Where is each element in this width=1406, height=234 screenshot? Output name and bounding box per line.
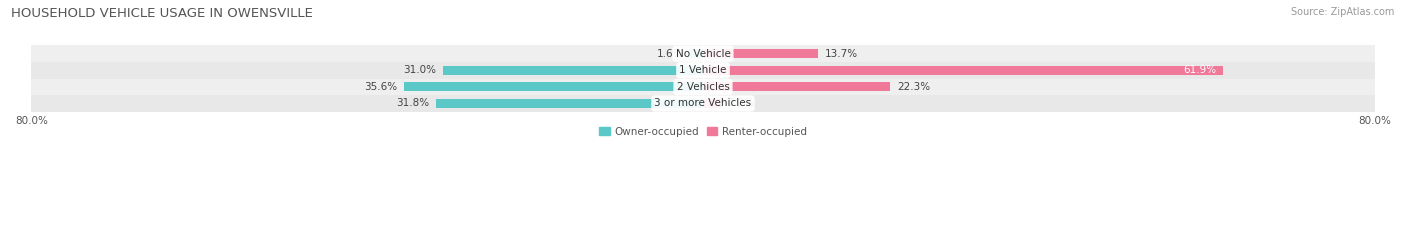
Text: 31.0%: 31.0% [404,65,436,75]
Text: 31.8%: 31.8% [396,99,429,109]
Bar [31,79,1375,95]
Text: 2.2%: 2.2% [728,99,755,109]
Text: 61.9%: 61.9% [1182,65,1216,75]
Bar [703,49,818,58]
Bar [689,49,703,58]
Bar [703,99,721,108]
Text: 35.6%: 35.6% [364,82,398,92]
Text: 13.7%: 13.7% [825,49,858,59]
Bar [31,95,1375,112]
Text: 1.6%: 1.6% [657,49,683,59]
Bar [31,45,1375,62]
Text: HOUSEHOLD VEHICLE USAGE IN OWENSVILLE: HOUSEHOLD VEHICLE USAGE IN OWENSVILLE [11,7,314,20]
Legend: Owner-occupied, Renter-occupied: Owner-occupied, Renter-occupied [595,123,811,141]
Text: 3 or more Vehicles: 3 or more Vehicles [654,99,752,109]
Bar [404,82,703,91]
Text: Source: ZipAtlas.com: Source: ZipAtlas.com [1291,7,1395,17]
Text: 22.3%: 22.3% [897,82,929,92]
Bar [436,99,703,108]
Bar [443,66,703,75]
Bar [703,82,890,91]
Bar [31,62,1375,79]
Bar [703,66,1223,75]
Text: No Vehicle: No Vehicle [675,49,731,59]
Text: 2 Vehicles: 2 Vehicles [676,82,730,92]
Text: 1 Vehicle: 1 Vehicle [679,65,727,75]
